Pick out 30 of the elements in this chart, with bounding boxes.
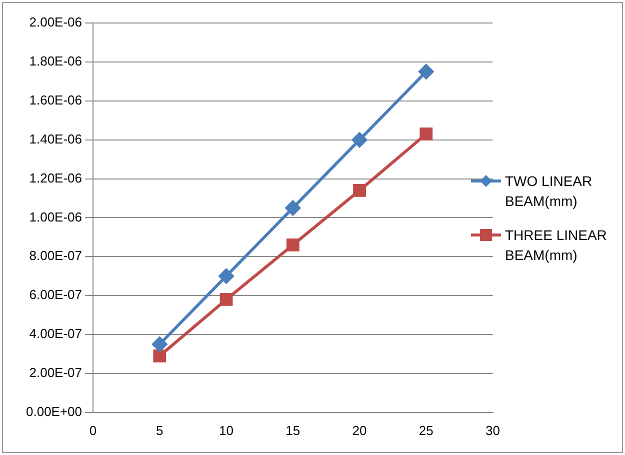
point [153,349,166,362]
y-tick-label: 1.60E-06 [29,92,82,108]
x-tick-label: 15 [286,422,300,438]
y-tick-label: 0.00E+00 [26,404,82,419]
point [353,184,366,197]
x-tick-label: 25 [418,422,434,438]
x-tick-label: 0 [89,422,97,438]
point [218,268,234,284]
x-tick-label: 5 [156,422,164,438]
y-tick-label: 1.80E-06 [29,54,82,69]
y-tick-label: 6.00E-07 [29,287,82,302]
point [418,64,434,80]
point [420,128,433,140]
y-tick-label: 1.20E-06 [29,170,82,186]
point [285,200,300,216]
y-tick-label: 2.00E-07 [29,365,82,380]
y-tick-label: 8.00E-07 [29,248,82,264]
y-tick-label: 1.00E-06 [29,209,82,224]
x-tick-label: 30 [486,422,500,438]
point [152,336,168,352]
x-tick-label: 10 [219,422,234,438]
point [286,238,300,252]
point [352,132,368,148]
x-tick-label: 20 [352,422,367,438]
legend-label: TWO LINEAR BEAM(mm) [505,172,594,211]
legend-label: THREE LINEAR BEAM(mm) [505,226,608,265]
y-tick-label: 1.40E-06 [29,131,82,146]
point [220,293,233,306]
y-tick-label: 4.00E-07 [29,326,82,342]
y-tick-label: 2.00E-06 [29,14,82,30]
